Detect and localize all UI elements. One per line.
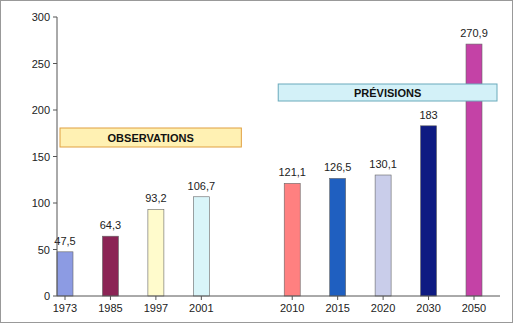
bar — [421, 126, 437, 296]
bar — [375, 175, 391, 296]
bar — [330, 178, 346, 296]
x-tick — [65, 296, 66, 300]
x-tick-label: 1973 — [53, 302, 77, 314]
x-tick-label: 1997 — [144, 302, 168, 314]
bar — [57, 252, 73, 296]
x-tick-label: 1985 — [98, 302, 122, 314]
y-tick-label: 100 — [32, 197, 50, 209]
x-tick-label: 2020 — [371, 302, 395, 314]
x-tick-label: 2010 — [280, 302, 304, 314]
annotation: PRÉVISIONS — [354, 87, 421, 99]
data-label: 183 — [419, 109, 437, 121]
bar — [466, 44, 482, 296]
data-label: 121,1 — [278, 166, 306, 178]
data-label: 93,2 — [145, 192, 166, 204]
y-tick — [53, 249, 57, 250]
x-tick — [292, 296, 293, 300]
x-tick-label: 2015 — [325, 302, 349, 314]
y-tick-label: 50 — [38, 244, 50, 256]
data-label: 126,5 — [324, 161, 352, 173]
y-tick — [53, 296, 57, 297]
x-tick-label: 2030 — [416, 302, 440, 314]
y-tick-label: 250 — [32, 58, 50, 70]
annotation-box — [278, 84, 497, 101]
x-tick — [428, 296, 429, 300]
x-tick — [474, 296, 475, 300]
y-tick — [53, 203, 57, 204]
y-tick — [53, 156, 57, 157]
bar — [193, 197, 209, 296]
chart: 0 50 100 150 200 250 300 47,5 64,3 93,2 106,7 121,1… — [0, 0, 513, 323]
x-tick — [337, 296, 338, 300]
y-axis — [57, 17, 58, 296]
x-tick — [155, 296, 156, 300]
y-tick-label: 150 — [32, 151, 50, 163]
y-tick-label: 200 — [32, 104, 50, 116]
y-tick — [53, 63, 57, 64]
y-tick-label: 300 — [32, 11, 50, 23]
bar — [102, 236, 118, 296]
x-tick — [110, 296, 111, 300]
x-tick — [383, 296, 384, 300]
y-tick-label: 0 — [44, 290, 50, 302]
data-label: 270,9 — [460, 27, 488, 39]
data-label: 64,3 — [100, 219, 121, 231]
x-tick-label: 2050 — [462, 302, 486, 314]
x-tick — [201, 296, 202, 300]
data-label: 47,5 — [54, 235, 75, 247]
annotation: OBSERVATIONS — [108, 132, 194, 144]
data-label: 106,7 — [188, 180, 216, 192]
bar — [148, 209, 164, 296]
annotation-box — [60, 128, 241, 147]
y-tick — [53, 17, 57, 18]
x-axis — [57, 296, 500, 297]
y-tick — [53, 110, 57, 111]
data-label: 130,1 — [369, 158, 397, 170]
x-tick-label: 2001 — [189, 302, 213, 314]
bar — [284, 183, 300, 296]
frame — [1, 1, 513, 323]
